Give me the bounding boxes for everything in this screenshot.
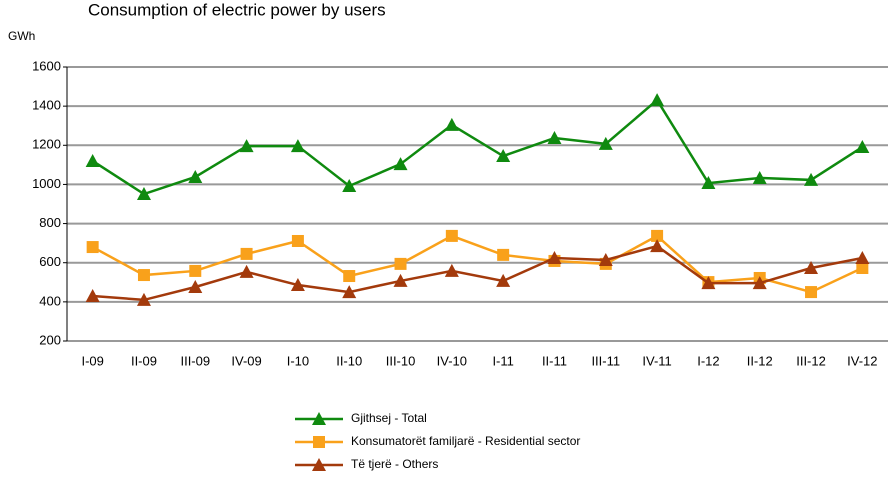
x-tick-label: II-12 [747,353,773,368]
legend-label: Të tjerë - Others [351,457,438,471]
x-tick-label: III-09 [180,353,210,368]
data-point [189,264,202,277]
data-point [547,251,562,265]
chart-title: Consumption of electric power by users [88,0,386,19]
data-point [136,292,151,306]
x-tick-label: I-10 [287,353,309,368]
data-point [855,140,870,154]
legend-label: Gjithsej - Total [351,411,427,425]
data-point [598,136,613,150]
data-point [856,261,869,274]
data-point [291,234,304,247]
data-point [342,178,357,192]
data-point [855,251,870,265]
data-point [136,187,151,201]
data-point [137,269,150,282]
y-tick-label: 1600 [32,58,61,73]
y-tick-label: 600 [39,254,61,269]
x-tick-label: II-10 [336,353,362,368]
series-line [92,234,863,294]
data-point [445,229,458,242]
data-point [496,149,511,163]
series-line [92,244,863,302]
x-tick-label: III-10 [386,353,416,368]
data-point [86,241,99,254]
y-tick-label: 1400 [32,98,61,113]
data-point [752,276,767,290]
x-tick-label: I-09 [81,353,103,368]
data-point [598,252,613,266]
x-tick-label: IV-11 [642,353,671,368]
data-point [547,131,562,145]
legend-label: Konsumatorët familjarë - Residential sec… [351,434,580,448]
legend-marker [313,436,325,448]
data-point [290,278,305,292]
data-point [394,257,407,270]
data-point [497,248,510,261]
data-point [239,264,254,278]
y-tick-label: 1200 [32,137,61,152]
data-point [651,229,664,242]
series-line [91,98,864,196]
y-tick-label: 1000 [32,176,61,191]
data-point [805,286,818,299]
data-point [239,139,254,153]
data-point [188,169,203,183]
legend-marker [312,412,326,425]
data-point [393,157,408,171]
data-point [804,260,819,274]
data-point [240,247,253,260]
data-point [752,170,767,184]
data-point [650,93,665,107]
x-tick-label: III-11 [591,353,620,368]
legend-marker [312,458,326,471]
x-tick-label: I-11 [492,353,513,368]
x-tick-label: II-11 [542,353,567,368]
data-point [804,172,819,186]
y-tick-label: 200 [39,332,61,347]
x-tick-label: II-09 [131,353,157,368]
x-tick-label: IV-09 [231,353,261,368]
x-tick-label: IV-10 [437,353,467,368]
data-point [290,139,305,153]
data-point [444,263,459,277]
y-tick-label: 400 [39,293,61,308]
y-axis-label: GWh [8,29,35,43]
x-tick-label: III-12 [796,353,826,368]
data-point [393,273,408,287]
data-point [342,285,357,299]
x-tick-label: I-12 [697,353,719,368]
data-point [701,176,716,190]
data-point [444,117,459,131]
data-point [85,288,100,302]
data-point [85,153,100,167]
data-point [343,270,356,283]
data-point [701,276,716,290]
x-tick-label: IV-12 [847,353,877,368]
data-point [188,279,203,293]
y-tick-label: 800 [39,215,61,230]
data-point [496,273,511,287]
data-point [650,239,665,253]
